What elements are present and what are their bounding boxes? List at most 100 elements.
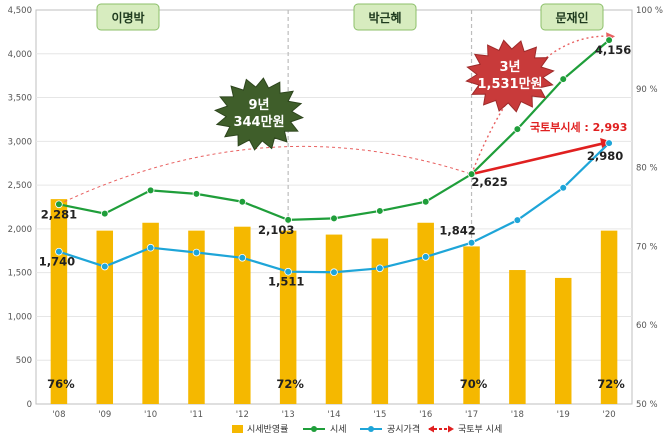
bar-percent-label: 70% bbox=[460, 377, 488, 391]
bar bbox=[463, 246, 480, 404]
burst-3-years: 3년 1,531만원 bbox=[465, 39, 555, 113]
legend: 시세반영률 시세 공시가격 국토부 시세 bbox=[232, 423, 502, 435]
era-label-lee: 이명박 bbox=[111, 10, 144, 25]
official-price-point bbox=[192, 248, 201, 257]
bar bbox=[600, 230, 618, 404]
bar bbox=[325, 234, 343, 404]
point-value-label: 2,281 bbox=[41, 207, 77, 221]
era-box-moon bbox=[540, 3, 604, 31]
official-price-point bbox=[284, 267, 292, 276]
left-tick-label: 3,000 bbox=[8, 137, 32, 147]
market-price-point bbox=[421, 197, 430, 206]
burst-9-years-shape bbox=[213, 77, 305, 151]
x-tick-label: '16 bbox=[419, 410, 432, 420]
era-label-moon: 문재인 bbox=[555, 10, 588, 25]
legend-swatch-bar bbox=[232, 425, 243, 433]
bar bbox=[188, 230, 205, 404]
point-value-label: 1,740 bbox=[39, 255, 75, 269]
burst-9-years-line1: 9년 bbox=[248, 98, 269, 113]
right-tick-label: 70 % bbox=[636, 242, 658, 252]
bar bbox=[509, 270, 526, 404]
x-tick-label: '09 bbox=[98, 410, 111, 420]
bar-percent-label: 76% bbox=[47, 377, 75, 391]
arc-3-years bbox=[470, 35, 612, 175]
x-tick-label: '13 bbox=[282, 410, 295, 420]
x-tick-label: '11 bbox=[190, 410, 203, 420]
right-axis: 50 % 60 % 70 % 80 % 90 % 100 % bbox=[636, 6, 663, 410]
official-price-point bbox=[559, 183, 568, 192]
market-price-point bbox=[192, 190, 201, 198]
point-value-label: 2,980 bbox=[587, 149, 623, 163]
legend-label-market: 시세 bbox=[330, 424, 347, 435]
point-value-label: 2,625 bbox=[471, 175, 507, 189]
market-price-point bbox=[513, 125, 522, 133]
era-labels: 이명박 박근혜 문재인 bbox=[96, 3, 604, 31]
data-labels: 2,281 1,740 2,103 1,511 1,842 2,625 4,156 2,980… bbox=[39, 43, 632, 391]
bar bbox=[50, 199, 68, 404]
official-price-point bbox=[513, 216, 522, 224]
molit-note: 국토부시세 : 2,993 bbox=[530, 120, 627, 134]
legend-arrow-molit-tail bbox=[428, 425, 434, 433]
market-price-point bbox=[330, 214, 338, 223]
bar bbox=[279, 230, 297, 404]
series-points bbox=[55, 36, 613, 277]
market-price-point bbox=[467, 170, 476, 178]
x-tick-label: '14 bbox=[327, 410, 340, 420]
x-tick-label: '20 bbox=[602, 410, 615, 420]
market-price-point bbox=[605, 36, 613, 44]
bars bbox=[50, 199, 618, 404]
legend-label-official: 공시가격 bbox=[387, 423, 420, 435]
official-price-point bbox=[146, 243, 155, 252]
left-tick-label: 1,000 bbox=[8, 312, 32, 322]
left-tick-label: 500 bbox=[16, 356, 32, 366]
x-tick-label: '12 bbox=[236, 410, 249, 420]
era-dividers bbox=[287, 10, 473, 404]
official-price-point bbox=[238, 253, 247, 262]
right-tick-label: 50 % bbox=[636, 400, 658, 410]
legend-marker-market bbox=[311, 426, 317, 432]
legend-label-molit: 국토부 시세 bbox=[458, 424, 502, 435]
x-tick-label: '08 bbox=[52, 410, 65, 420]
left-tick-label: 1,500 bbox=[8, 269, 32, 279]
bar bbox=[96, 230, 114, 404]
era-box-lee bbox=[96, 3, 160, 31]
market-price-point bbox=[238, 197, 247, 206]
official-price-point bbox=[421, 253, 430, 261]
market-price-point bbox=[559, 75, 568, 83]
market-price-point bbox=[100, 209, 109, 218]
point-value-label: 1,842 bbox=[439, 224, 475, 238]
era-label-park: 박근혜 bbox=[368, 10, 401, 25]
market-price-point bbox=[55, 200, 63, 209]
legend-label-bar: 시세반영률 bbox=[247, 424, 288, 435]
official-price-point bbox=[376, 264, 384, 273]
left-tick-label: 0 bbox=[27, 400, 32, 410]
right-tick-label: 60 % bbox=[636, 321, 658, 331]
burst-3-years-shape bbox=[465, 39, 555, 113]
left-tick-label: 4,000 bbox=[8, 50, 32, 60]
market-price-point bbox=[284, 216, 292, 224]
era-box-park bbox=[353, 3, 417, 31]
official-price-point bbox=[100, 262, 109, 271]
x-tick-label: '15 bbox=[373, 410, 386, 420]
x-tick-label: '17 bbox=[465, 410, 478, 420]
left-tick-label: 3,500 bbox=[8, 94, 32, 104]
bar-percent-label: 72% bbox=[276, 377, 304, 391]
legend-marker-official bbox=[368, 426, 374, 432]
official-price-point bbox=[605, 139, 613, 147]
x-axis: '08 '09 '10 '11 '12 '13 '14 '15 '16 '17 '18 '19 '20 bbox=[52, 410, 615, 420]
right-tick-label: 90 % bbox=[636, 85, 658, 95]
bar-percent-label: 72% bbox=[597, 377, 625, 391]
left-tick-label: 2,500 bbox=[8, 181, 32, 191]
left-tick-label: 4,500 bbox=[8, 6, 32, 16]
official-price-point bbox=[330, 268, 338, 277]
right-tick-label: 100 % bbox=[636, 6, 663, 16]
market-price-point bbox=[376, 207, 384, 215]
bar bbox=[417, 222, 434, 404]
bar bbox=[554, 277, 572, 404]
burst-9-years: 9년 344만원 bbox=[213, 77, 305, 151]
bar bbox=[142, 222, 159, 404]
burst-3-years-line2: 1,531만원 bbox=[477, 76, 542, 92]
market-price-point bbox=[146, 186, 155, 195]
x-tick-label: '19 bbox=[557, 410, 570, 420]
